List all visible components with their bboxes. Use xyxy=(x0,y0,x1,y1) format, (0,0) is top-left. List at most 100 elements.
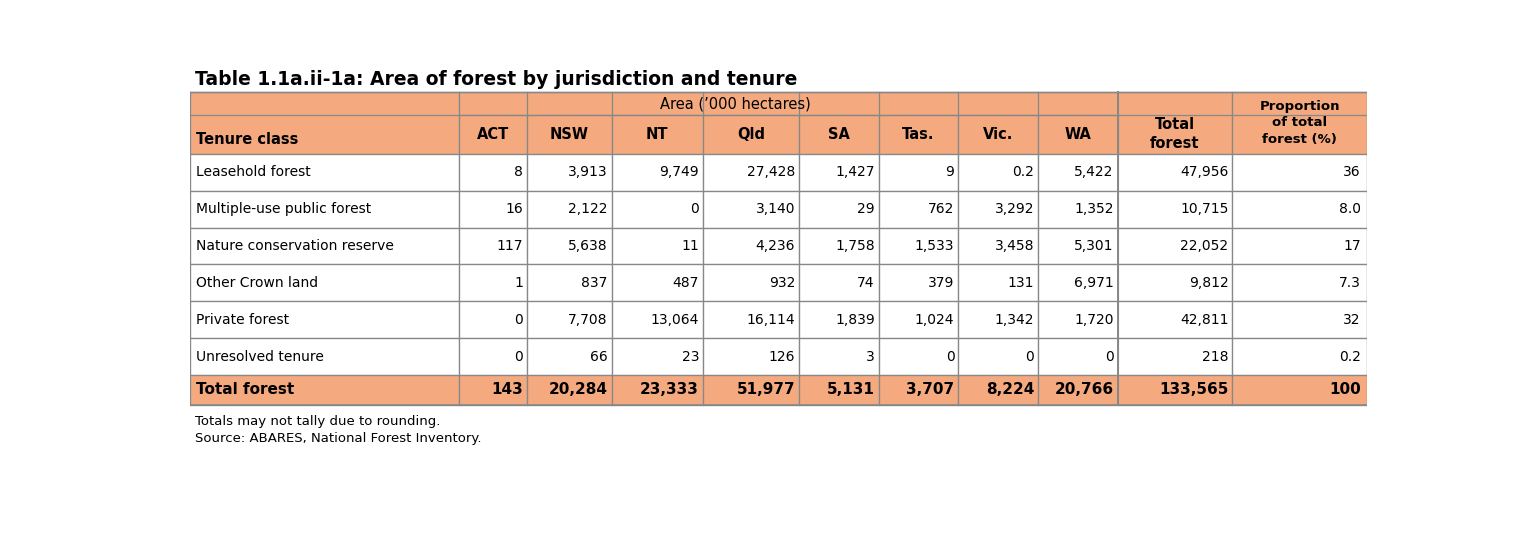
Bar xyxy=(1037,228,1118,265)
Text: NT: NT xyxy=(646,127,668,142)
Text: 0: 0 xyxy=(515,313,524,327)
Text: Multiple-use public forest: Multiple-use public forest xyxy=(196,202,371,216)
Bar xyxy=(612,339,703,375)
Bar xyxy=(612,301,703,339)
Bar xyxy=(190,265,459,301)
Bar xyxy=(1232,92,1367,154)
Bar xyxy=(527,265,612,301)
Bar xyxy=(703,115,799,154)
Bar xyxy=(1118,154,1232,190)
Bar xyxy=(1037,265,1118,301)
Text: 20,284: 20,284 xyxy=(548,382,608,397)
Text: 1,758: 1,758 xyxy=(835,239,875,253)
Bar xyxy=(878,375,958,405)
Bar xyxy=(190,190,459,228)
Text: 3: 3 xyxy=(866,350,875,364)
Bar xyxy=(703,375,799,405)
Text: 3,458: 3,458 xyxy=(995,239,1034,253)
Text: 23,333: 23,333 xyxy=(639,382,699,397)
Bar xyxy=(1118,228,1232,265)
Text: Totals may not tally due to rounding.: Totals may not tally due to rounding. xyxy=(194,415,441,428)
Text: 66: 66 xyxy=(589,350,608,364)
Bar xyxy=(799,301,878,339)
Text: 17: 17 xyxy=(1343,239,1361,253)
Bar xyxy=(1232,375,1367,405)
Text: 10,715: 10,715 xyxy=(1180,202,1229,216)
Text: Unresolved tenure: Unresolved tenure xyxy=(196,350,324,364)
Bar xyxy=(878,228,958,265)
Text: 379: 379 xyxy=(928,276,954,290)
Text: 143: 143 xyxy=(492,382,524,397)
Text: 1,427: 1,427 xyxy=(835,165,875,179)
Bar xyxy=(703,265,799,301)
Bar xyxy=(878,115,958,154)
Bar xyxy=(1118,339,1232,375)
Bar xyxy=(459,228,527,265)
Text: 8: 8 xyxy=(515,165,524,179)
Text: NSW: NSW xyxy=(550,127,589,142)
Text: 0.2: 0.2 xyxy=(1012,165,1034,179)
Text: Tenure class: Tenure class xyxy=(196,133,298,148)
Bar xyxy=(612,265,703,301)
Bar xyxy=(190,375,459,405)
Bar xyxy=(958,301,1037,339)
Text: 16,114: 16,114 xyxy=(746,313,794,327)
Bar xyxy=(459,375,527,405)
Text: 131: 131 xyxy=(1007,276,1034,290)
Bar xyxy=(799,115,878,154)
Text: 9,812: 9,812 xyxy=(1189,276,1229,290)
Bar xyxy=(459,265,527,301)
Bar xyxy=(799,154,878,190)
Text: 9,749: 9,749 xyxy=(659,165,699,179)
Text: 8.0: 8.0 xyxy=(1338,202,1361,216)
Text: 6,971: 6,971 xyxy=(1074,276,1113,290)
Bar xyxy=(958,115,1037,154)
Bar xyxy=(1118,375,1232,405)
Text: 0: 0 xyxy=(946,350,954,364)
Bar xyxy=(958,375,1037,405)
Bar xyxy=(878,190,958,228)
Text: Total forest: Total forest xyxy=(196,382,295,397)
Bar xyxy=(612,115,703,154)
Text: 100: 100 xyxy=(1329,382,1361,397)
Text: 1,024: 1,024 xyxy=(914,313,954,327)
Bar xyxy=(799,228,878,265)
Text: Nature conservation reserve: Nature conservation reserve xyxy=(196,239,393,253)
Text: 29: 29 xyxy=(857,202,875,216)
Text: 27,428: 27,428 xyxy=(747,165,794,179)
Bar xyxy=(527,154,612,190)
Text: 1,533: 1,533 xyxy=(914,239,954,253)
Text: 3,707: 3,707 xyxy=(907,382,954,397)
Bar xyxy=(190,339,459,375)
Bar xyxy=(612,228,703,265)
Bar xyxy=(459,339,527,375)
Bar xyxy=(1118,190,1232,228)
Text: Leasehold forest: Leasehold forest xyxy=(196,165,311,179)
Text: Private forest: Private forest xyxy=(196,313,289,327)
Bar xyxy=(190,301,459,339)
Text: 8,224: 8,224 xyxy=(986,382,1034,397)
Bar xyxy=(878,301,958,339)
Text: 74: 74 xyxy=(857,276,875,290)
Bar xyxy=(1037,190,1118,228)
Bar xyxy=(459,301,527,339)
Text: Proportion
of total
forest (%): Proportion of total forest (%) xyxy=(1259,100,1340,146)
Text: 32: 32 xyxy=(1343,313,1361,327)
Text: Table 1.1a.ii-1a: Area of forest by jurisdiction and tenure: Table 1.1a.ii-1a: Area of forest by juri… xyxy=(194,70,797,89)
Text: 2,122: 2,122 xyxy=(568,202,608,216)
Bar xyxy=(527,228,612,265)
Bar xyxy=(612,154,703,190)
Text: 36: 36 xyxy=(1343,165,1361,179)
Bar xyxy=(1232,154,1367,190)
Text: 0: 0 xyxy=(690,202,699,216)
Bar xyxy=(1037,115,1118,154)
Bar xyxy=(459,154,527,190)
Text: WA: WA xyxy=(1065,127,1091,142)
Text: 932: 932 xyxy=(769,276,794,290)
Bar xyxy=(799,265,878,301)
Text: 487: 487 xyxy=(673,276,699,290)
Bar xyxy=(958,228,1037,265)
Bar xyxy=(703,154,799,190)
Bar xyxy=(799,375,878,405)
Text: 5,131: 5,131 xyxy=(826,382,875,397)
